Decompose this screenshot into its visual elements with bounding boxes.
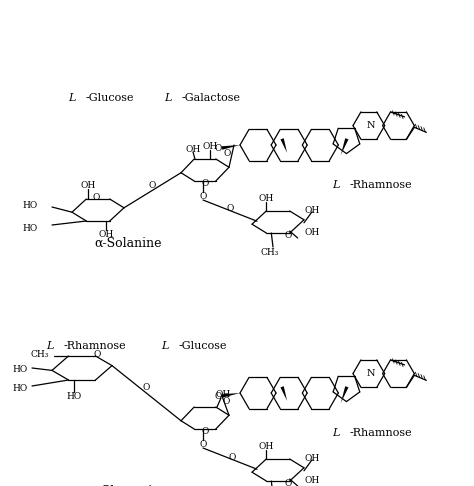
Text: -Glucose: -Glucose xyxy=(179,341,228,351)
Text: O: O xyxy=(199,439,207,449)
Text: OH: OH xyxy=(99,229,114,239)
Text: HO: HO xyxy=(22,201,37,209)
Text: O: O xyxy=(227,204,234,212)
Text: OH: OH xyxy=(258,441,273,451)
Text: OH: OH xyxy=(258,193,273,203)
Text: α-Chaconine: α-Chaconine xyxy=(88,485,168,486)
Text: O: O xyxy=(92,192,100,202)
Text: CH₃: CH₃ xyxy=(31,349,49,359)
Text: L: L xyxy=(161,341,169,351)
Text: O: O xyxy=(284,230,292,240)
Polygon shape xyxy=(281,138,287,153)
Text: O: O xyxy=(143,382,150,392)
Text: HO: HO xyxy=(22,224,37,232)
Text: HO: HO xyxy=(13,364,28,374)
Polygon shape xyxy=(341,138,348,155)
Text: -Rhamnose: -Rhamnose xyxy=(64,341,127,351)
Text: O: O xyxy=(284,479,292,486)
Text: L: L xyxy=(332,180,340,190)
Text: O: O xyxy=(199,191,207,201)
Text: O: O xyxy=(229,452,236,462)
Text: L: L xyxy=(68,93,76,103)
Polygon shape xyxy=(222,145,240,150)
Text: OH: OH xyxy=(215,389,231,399)
Text: L: L xyxy=(46,341,54,351)
Text: OH: OH xyxy=(304,206,319,214)
Text: L: L xyxy=(164,93,172,103)
Text: α-Solanine: α-Solanine xyxy=(94,237,162,249)
Text: HO: HO xyxy=(13,383,28,393)
Text: O: O xyxy=(214,143,222,153)
Text: -Rhamnose: -Rhamnose xyxy=(350,180,413,190)
Text: N: N xyxy=(366,369,375,378)
Polygon shape xyxy=(341,386,348,403)
Text: OH: OH xyxy=(304,475,319,485)
Text: O: O xyxy=(93,349,100,359)
Text: O: O xyxy=(149,181,156,190)
Text: OH: OH xyxy=(304,227,319,237)
Text: -Glucose: -Glucose xyxy=(86,93,135,103)
Text: O: O xyxy=(201,178,209,188)
Text: CH₃: CH₃ xyxy=(261,247,279,257)
Polygon shape xyxy=(222,393,240,398)
Text: -Rhamnose: -Rhamnose xyxy=(350,428,413,438)
Text: OH: OH xyxy=(81,180,96,190)
Text: L: L xyxy=(332,428,340,438)
Text: O: O xyxy=(224,149,231,157)
Polygon shape xyxy=(281,386,287,401)
Text: HO: HO xyxy=(66,392,82,400)
Text: O: O xyxy=(214,392,222,400)
Text: N: N xyxy=(366,121,375,130)
Text: OH: OH xyxy=(185,144,201,154)
Text: O: O xyxy=(223,397,230,406)
Text: OH: OH xyxy=(202,141,218,151)
Text: OH: OH xyxy=(304,453,319,463)
Text: -Galactose: -Galactose xyxy=(182,93,241,103)
Text: O: O xyxy=(201,427,209,435)
